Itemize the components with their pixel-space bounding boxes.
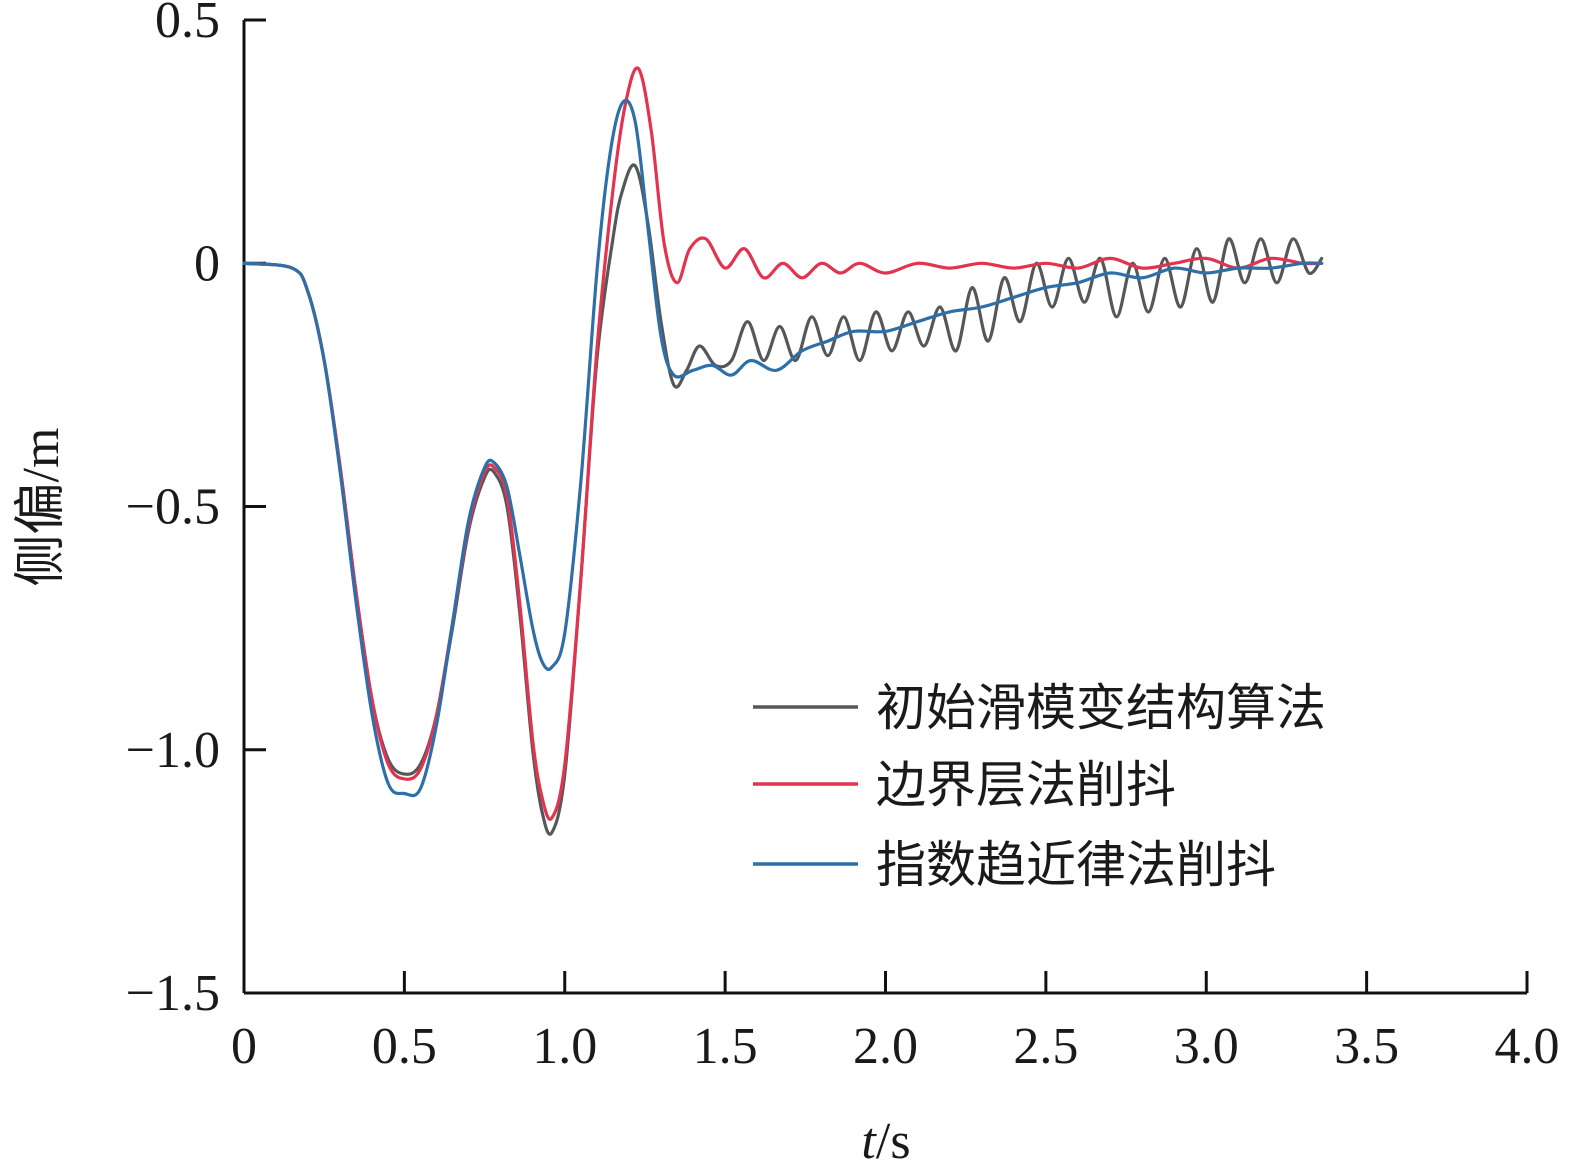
x-tick-label: 0.5 [372,1018,437,1075]
y-tick-label: 0 [194,235,220,292]
series-lines [242,66,1324,836]
y-tick-label: −1.0 [126,722,220,779]
y-tick-label: −0.5 [126,479,220,536]
x-axis-title: t/s [861,1113,910,1170]
x-tick-label: 3.0 [1174,1018,1239,1075]
y-tick-label: 0.5 [155,0,220,49]
legend-label: 初始滑模变结构算法 [876,679,1326,737]
x-tick-label: 1.5 [693,1018,758,1075]
series-line-边界层法削抖 [242,66,1324,821]
x-axis-title-var: t [861,1113,877,1170]
x-tick-label: 3.5 [1334,1018,1399,1075]
y-tick-labels: 0.5 0 −0.5 −1.0 −1.5 [126,0,220,1022]
x-tick-label: 4.0 [1495,1018,1560,1075]
y-axis-title: 侧偏/m [13,428,70,587]
x-tick-label: 2.0 [853,1018,918,1075]
x-tick-label: 0 [231,1018,257,1075]
y-tick-label: −1.5 [126,965,220,1022]
x-axis-title-unit: /s [876,1113,911,1170]
series-line-指数趋近律法削抖 [242,98,1324,798]
x-tick-labels: 0 0.5 1.0 1.5 2.0 2.5 3.0 3.5 4.0 [231,1018,1560,1075]
legend-label: 边界层法削抖 [876,756,1176,814]
x-tick-label: 1.0 [532,1018,597,1075]
x-tick-label: 2.5 [1013,1018,1078,1075]
legend-label: 指数趋近律法削抖 [876,836,1276,894]
